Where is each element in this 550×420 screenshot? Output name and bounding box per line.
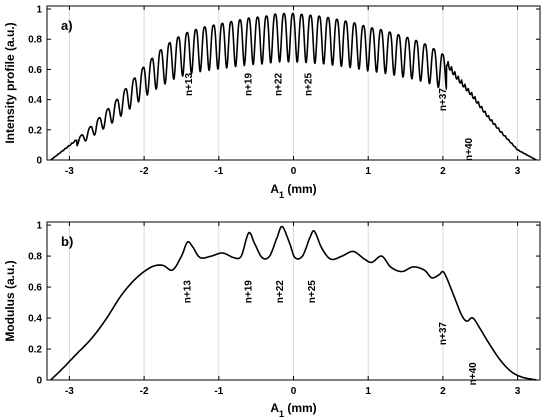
x-axis-label-unit: (mm) — [284, 182, 317, 196]
x-tick-label: 0 — [291, 166, 297, 177]
y-tick-label: 0.4 — [28, 95, 42, 106]
x-tick-label: -1 — [214, 166, 223, 177]
x-tick-label: 2 — [440, 386, 446, 397]
x-tick-label: -3 — [65, 166, 74, 177]
annotation-label: n+13 — [182, 280, 193, 304]
x-tick-label: 2 — [440, 166, 446, 177]
annotation-label: n+13 — [184, 73, 195, 97]
annotation-label: n+22 — [275, 280, 286, 304]
x-axis-label-main: A — [270, 182, 279, 196]
y-tick-label: 0.4 — [28, 314, 42, 325]
x-tick-label: 1 — [365, 166, 371, 177]
annotation-label: n+25 — [307, 280, 318, 304]
x-axis-label-main: A — [270, 401, 279, 415]
annotation-label: n+25 — [303, 73, 314, 97]
panel-label: b) — [61, 234, 73, 249]
annotation-label: n+22 — [274, 73, 285, 97]
annotation-label: n+37 — [438, 88, 449, 112]
x-tick-label: -2 — [140, 386, 149, 397]
y-tick-label: 0.8 — [28, 252, 42, 263]
y-axis-label: Modulus (a.u.) — [3, 260, 17, 341]
x-axis-label: A1 (mm) — [270, 401, 316, 419]
x-tick-label: 1 — [365, 386, 371, 397]
annotation-label: n+19 — [244, 73, 255, 97]
annotation-label: n+40 — [468, 362, 479, 386]
y-tick-label: 0 — [36, 376, 42, 387]
x-tick-label: 0 — [291, 386, 297, 397]
y-tick-label: 0.6 — [28, 65, 42, 76]
annotation-label: n+19 — [244, 280, 255, 304]
x-tick-label: -3 — [65, 386, 74, 397]
y-axis-label: Intensity profile (a.u.) — [3, 22, 17, 143]
x-axis-label-subscript: 1 — [279, 190, 284, 200]
x-axis-label: A1 (mm) — [270, 182, 316, 200]
y-tick-label: 1 — [36, 221, 42, 232]
panel-label: a) — [61, 18, 73, 33]
y-tick-label: 0.2 — [28, 345, 42, 356]
annotation-label: n+40 — [464, 137, 475, 161]
x-tick-label: 3 — [515, 386, 521, 397]
x-tick-label: 3 — [515, 166, 521, 177]
annotation-label: n+37 — [438, 322, 449, 346]
x-axis-label-unit: (mm) — [284, 401, 317, 415]
series-line — [50, 12, 537, 161]
x-axis-label-subscript: 1 — [279, 409, 284, 419]
y-tick-label: 1 — [36, 5, 42, 16]
x-tick-label: -2 — [140, 166, 149, 177]
y-tick-label: 0 — [36, 156, 42, 167]
y-tick-label: 0.8 — [28, 35, 42, 46]
x-tick-label: -1 — [214, 386, 223, 397]
y-tick-label: 0.6 — [28, 283, 42, 294]
series-line — [50, 225, 537, 381]
y-tick-label: 0.2 — [28, 125, 42, 136]
